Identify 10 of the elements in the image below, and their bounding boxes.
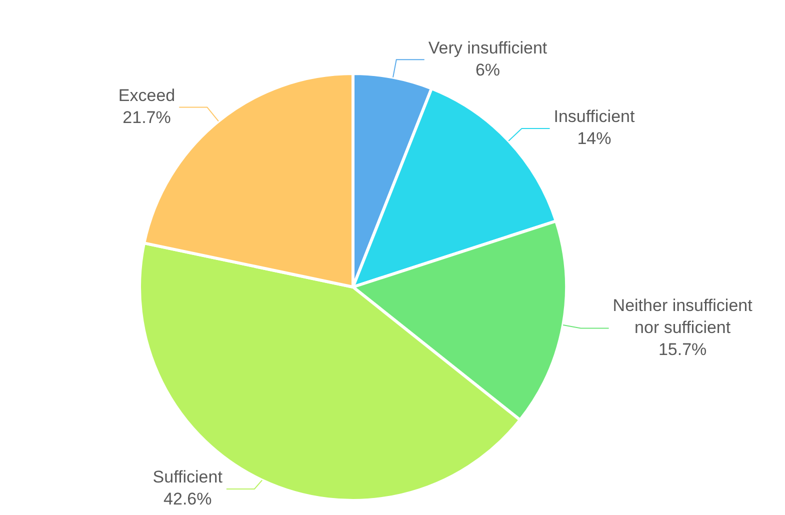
slice-label: Very insufficient [428, 38, 548, 58]
slice-label: Neither insufficient nor sufficient [612, 296, 753, 337]
slice-label: Insufficient [554, 107, 635, 126]
data-label: 21.7% [122, 108, 171, 127]
data-label: 42.6% [164, 490, 212, 509]
data-label: 15.7% [658, 340, 707, 359]
data-label: 6% [475, 60, 500, 80]
slice-label: Exceed [118, 86, 176, 105]
slice-label: Sufficient [152, 468, 223, 487]
data-label: 14% [577, 129, 612, 148]
